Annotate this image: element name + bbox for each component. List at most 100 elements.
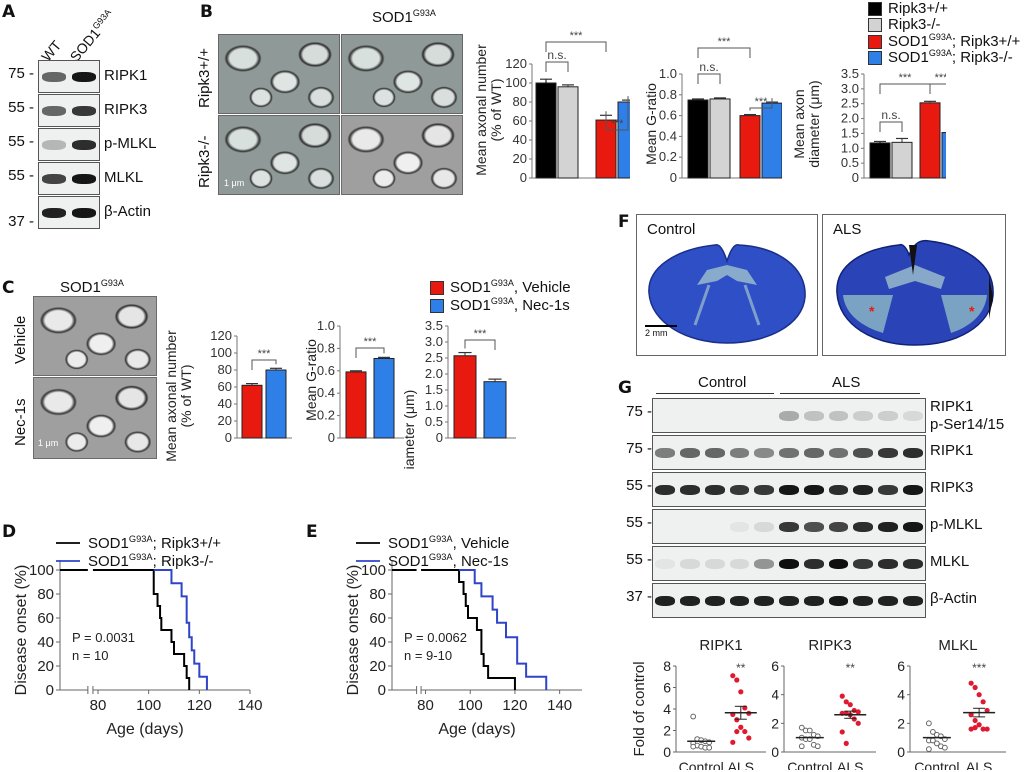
blot-band xyxy=(803,558,824,570)
y-tick-label: 80 xyxy=(218,362,232,377)
als-point xyxy=(843,740,849,746)
blot-row xyxy=(652,435,926,470)
y-tick-label: 3.0 xyxy=(425,334,443,349)
y-tick-label: 1.0 xyxy=(841,140,859,155)
y-axis-label: Mean axonal number xyxy=(163,330,179,462)
legend-item: SOD1G93A; Ripk3-/- xyxy=(868,48,1013,66)
y-tick-label: 60 xyxy=(218,379,232,394)
y-tick-label: 80 xyxy=(37,586,54,603)
legend-sup: G93A xyxy=(490,296,514,306)
significance-bracket xyxy=(697,47,751,58)
significance-bracket xyxy=(605,96,629,131)
significance-label: *** xyxy=(258,348,272,360)
panel-f-label: F xyxy=(618,212,630,232)
als-point xyxy=(734,728,740,735)
blot-label: β-Actin xyxy=(930,590,977,608)
x-tick-label: 140 xyxy=(237,697,262,714)
group-label-control: Control xyxy=(698,374,747,391)
y-tick-label: 1.0 xyxy=(425,398,443,413)
scale-bar-f: 2 mm xyxy=(645,328,668,338)
blot-label: p-MLKL xyxy=(104,134,157,152)
als-point xyxy=(738,724,744,730)
y-tick-label: 0 xyxy=(378,682,386,699)
blot-band xyxy=(803,447,824,459)
legend-text: Ripk3-/- xyxy=(888,16,941,33)
chart-b-axon-diameter: 00.51.01.52.02.53.03.5 n.s. *** *** Mean axo… xyxy=(791,66,946,185)
als-point xyxy=(738,689,744,695)
control-point xyxy=(933,740,940,747)
y-tick-label: 0 xyxy=(520,170,527,185)
blot-band xyxy=(655,558,676,570)
blot-band xyxy=(902,521,923,533)
mw-marker: 55 - xyxy=(626,476,652,494)
blot-row xyxy=(652,509,926,544)
als-point xyxy=(851,716,857,722)
y-tick-label: 2 xyxy=(897,715,905,731)
significance-bracket xyxy=(749,98,773,111)
blot-band xyxy=(42,173,66,184)
y-tick-label: 0.2 xyxy=(317,408,335,423)
blot-band xyxy=(902,595,923,607)
blot-band xyxy=(72,71,96,82)
row-label-vehicle: Vehicle xyxy=(12,315,29,364)
bar xyxy=(241,384,263,439)
blot-band xyxy=(878,595,898,607)
significance-label: *** xyxy=(718,36,732,48)
blot-band xyxy=(72,173,96,184)
y-tick-label: 1.5 xyxy=(841,125,859,140)
n-value: n = 9-10 xyxy=(404,648,452,663)
legend-text: , Nec-1s xyxy=(513,297,570,314)
significance-label: ** xyxy=(846,661,856,675)
significance-bracket xyxy=(464,339,496,350)
bar xyxy=(919,102,941,179)
significance-label: *** xyxy=(972,661,986,675)
y-tick-label: 2.0 xyxy=(425,366,443,381)
em-title-b-sup: G93A xyxy=(412,8,436,18)
blot-band xyxy=(729,447,750,459)
scale-bar-b: 1 μm xyxy=(224,178,245,188)
tissue-als-label: ALS xyxy=(833,221,862,238)
x-tick-label: 100 xyxy=(136,697,161,714)
blot-band xyxy=(853,558,874,570)
em-title-c-sup: G93A xyxy=(100,278,124,288)
bar xyxy=(345,371,367,439)
x-tick-label: 100 xyxy=(458,697,483,714)
significance-label: *** xyxy=(364,336,378,348)
legend-item: SOD1G93A; Ripk3+/+ xyxy=(868,32,1020,50)
x-axis-label: Age (days) xyxy=(438,721,515,738)
bar xyxy=(941,132,946,179)
y-tick-label: 3.5 xyxy=(425,318,443,333)
blot-band xyxy=(704,595,725,607)
y-tick-label: 120 xyxy=(505,56,527,71)
y-axis-label-2: (% of WT) xyxy=(178,365,194,428)
control-point xyxy=(806,727,813,734)
mw-marker: 55 - xyxy=(8,98,34,116)
km-curve-2 xyxy=(153,569,208,690)
blot-band xyxy=(828,521,849,533)
km-curve-1 xyxy=(92,569,191,690)
control-point xyxy=(925,746,932,753)
blot-label: p-MLKL xyxy=(930,516,983,534)
y-tick-label: 40 xyxy=(218,396,232,411)
blot-band xyxy=(828,595,849,607)
chart-g-ripk1: 0 2 4 6 8 RIPK1 Fold of control Control ALS ** xyxy=(631,637,766,770)
control-point xyxy=(925,720,932,727)
blot-band xyxy=(779,484,799,496)
als-point xyxy=(847,702,853,708)
legend-item: Ripk3+/+ xyxy=(868,0,948,17)
y-tick-label: 0.5 xyxy=(841,155,859,170)
y-tick-label: 80 xyxy=(513,94,527,109)
y-tick-label: 100 xyxy=(210,345,232,360)
bar xyxy=(557,86,579,179)
panel-c-label: C xyxy=(2,278,15,298)
bar xyxy=(739,115,761,179)
blot-band xyxy=(878,521,898,533)
chart-g-mlkl: 0 2 4 6 MLKL Control ALS *** xyxy=(897,637,1006,770)
em-image-nec1s xyxy=(33,377,157,459)
y-tick-label: 20 xyxy=(369,658,386,675)
mw-marker: 75 - xyxy=(626,402,652,420)
blot-band xyxy=(655,595,676,607)
blot-band xyxy=(902,447,923,459)
bar xyxy=(453,355,477,439)
blot-band xyxy=(680,558,700,570)
